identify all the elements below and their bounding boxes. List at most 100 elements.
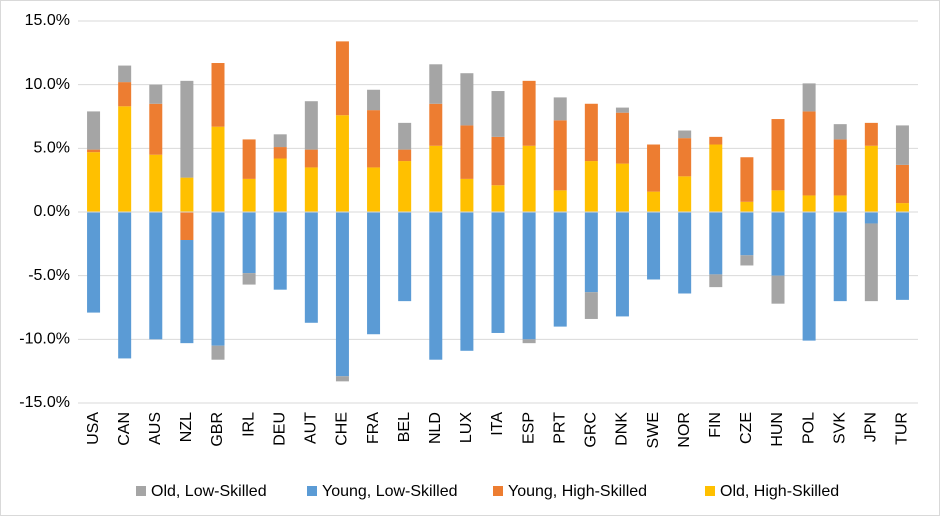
bar-segment [615, 212, 629, 317]
y-tick-label: 5.0% [34, 140, 70, 157]
bar-segment [802, 111, 816, 196]
bar-segment [678, 176, 692, 212]
bar-segment [304, 149, 318, 168]
x-tick-label: POL [800, 412, 817, 444]
bar-segment [429, 64, 443, 104]
bar-segment [118, 106, 132, 212]
bar-segment [895, 125, 909, 165]
bar-segment [398, 212, 412, 302]
bar-segment [895, 164, 909, 204]
bar-segment [802, 212, 816, 341]
x-tick-label: LUX [458, 412, 475, 443]
bar-segment [180, 240, 194, 344]
bar-segment [460, 125, 474, 179]
bar-segment [211, 345, 225, 360]
bar-segment [771, 190, 785, 212]
bar-segment [584, 212, 598, 293]
bar-segment [211, 212, 225, 346]
bar-segment [304, 212, 318, 323]
x-tick-label: CZE [738, 412, 755, 444]
bar-segment [615, 112, 629, 164]
bar-segment [584, 103, 598, 162]
x-tick-label: JPN [863, 412, 880, 442]
bar-segment [553, 120, 567, 191]
bar-segment [211, 63, 225, 127]
y-tick-label: -15.0% [19, 394, 70, 411]
legend-swatch [493, 486, 503, 496]
legend-swatch [307, 486, 317, 496]
bar-segment [429, 212, 443, 360]
bar-segment [491, 91, 505, 137]
bar-segment [864, 223, 878, 302]
bar-segment [87, 111, 101, 150]
bar-segment [833, 195, 847, 212]
x-tick-label: PRT [551, 412, 568, 444]
x-tick-label: NLD [427, 412, 444, 444]
bar-segment [771, 212, 785, 276]
bar-segment [771, 275, 785, 304]
x-tick-label: ESP [520, 412, 537, 444]
x-tick-label: DEU [271, 412, 288, 446]
bar-segment [149, 84, 163, 104]
bar-segment [242, 178, 256, 212]
legend-swatch [136, 486, 146, 496]
bar-segment [584, 161, 598, 212]
bar-segment [522, 80, 536, 146]
y-tick-label: -10.0% [19, 331, 70, 348]
bar-segment [460, 212, 474, 351]
bar-segment [491, 212, 505, 333]
bar-segment [335, 376, 349, 382]
bar-segment [802, 195, 816, 212]
x-tick-label: SWE [645, 412, 662, 448]
x-tick-label: TUR [894, 412, 911, 445]
x-tick-label: USA [85, 412, 102, 445]
bar-segment [118, 65, 132, 83]
x-tick-label: DNK [614, 412, 631, 446]
bar-segment [709, 136, 723, 145]
bar-segment [460, 178, 474, 212]
x-tick-label: CHE [334, 412, 351, 446]
bar-segment [709, 144, 723, 212]
bar-segment [647, 212, 661, 280]
bar-segment [553, 190, 567, 212]
bar-segment [709, 212, 723, 275]
bar-segment [647, 191, 661, 212]
bar-segment [398, 161, 412, 212]
legend-label: Young, Low-Skilled [322, 483, 458, 500]
x-tick-label: IRL [240, 412, 257, 437]
bar-segment [304, 101, 318, 150]
bar-segment [118, 82, 132, 107]
legend-swatch [705, 486, 715, 496]
bar-segment [242, 273, 256, 285]
bar-segment [367, 89, 381, 111]
y-tick-label: 0.0% [34, 203, 70, 220]
bar-segment [833, 212, 847, 302]
bar-segment [895, 212, 909, 300]
bar-segment [833, 124, 847, 140]
bar-segment [584, 292, 598, 319]
bar-segment [553, 212, 567, 327]
bar-segment [335, 115, 349, 212]
legend-label: Old, Low-Skilled [151, 483, 267, 500]
bar-segment [367, 110, 381, 168]
x-tick-label: GRC [583, 412, 600, 448]
bar-segment [864, 122, 878, 146]
bar-segment [615, 163, 629, 212]
x-tick-label: CAN [116, 412, 133, 446]
bar-segment [615, 107, 629, 113]
bar-segment [740, 255, 754, 266]
bar-segment [149, 212, 163, 340]
legend-label: Old, High-Skilled [720, 483, 839, 500]
x-tick-label: ITA [489, 412, 506, 436]
bar-segment [460, 73, 474, 126]
bar-segment [740, 212, 754, 256]
bar-segment [864, 212, 878, 224]
bar-segment [678, 138, 692, 177]
bar-segment [864, 145, 878, 212]
bar-segment [87, 152, 101, 212]
x-tick-label: AUS [147, 412, 164, 445]
bar-segment [678, 212, 692, 294]
bar-segment [149, 103, 163, 155]
bar-segment [87, 149, 101, 153]
